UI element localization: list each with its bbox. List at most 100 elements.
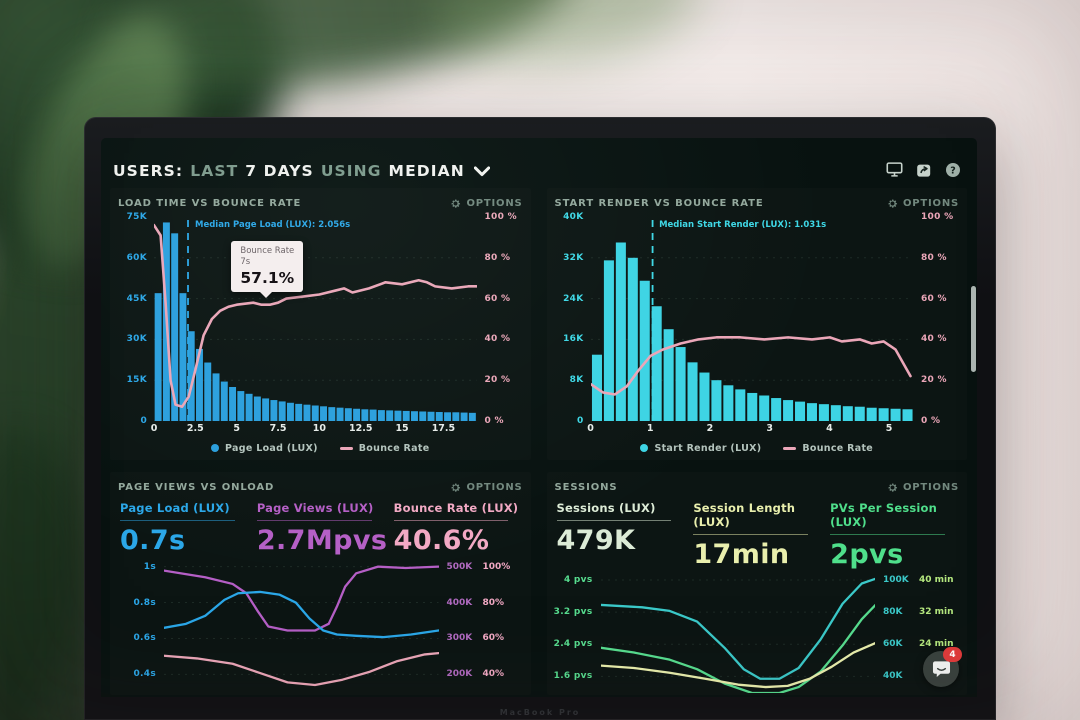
axis-tick-label: 500K 100%: [446, 561, 511, 572]
chart-plot-area[interactable]: [164, 560, 439, 693]
metric-block: Session Length (LUX) 17min: [693, 501, 820, 568]
options-label: OPTIONS: [902, 197, 959, 209]
panel-load-time-vs-bounce-rate: LOAD TIME VS BOUNCE RATE OPTIONS 75K 60K 4…: [110, 188, 531, 460]
axis-tick-label: 0.6s: [133, 633, 156, 644]
axis-tick-label: 7.5: [269, 423, 287, 434]
chart-canvas: [601, 574, 876, 693]
share-icon[interactable]: [915, 161, 932, 178]
legend-item[interactable]: Start Render (LUX): [640, 443, 761, 454]
metrics-row: Sessions (LUX) 479K Session Length (LUX) 17…: [556, 501, 958, 568]
help-icon[interactable]: ?: [944, 161, 961, 178]
axis-tick-label: 16K: [563, 334, 584, 345]
axis-tick-label: 20 %: [921, 375, 947, 386]
toolbar: ?: [886, 161, 961, 178]
axis-tick-label: 45K: [126, 293, 147, 304]
axis-tick-label: 80 %: [921, 252, 947, 263]
axis-tick-label: 80K 32 min: [883, 607, 954, 618]
axis-tick-label: 0: [140, 416, 147, 426]
panel-sessions: SESSIONS OPTIONS Sessions (LUX) 479K Sessi…: [546, 472, 967, 695]
panel-start-render-vs-bounce-rate: START RENDER VS BOUNCE RATE OPTIONS 40K 3…: [546, 188, 967, 460]
y-axis-left: 40K 32K 24K 16K 8K 0: [555, 212, 591, 426]
options-button[interactable]: OPTIONS: [887, 198, 959, 209]
axis-tick-label: 75K: [126, 212, 147, 222]
axis-tick-label: 100K 40 min: [883, 574, 954, 585]
metric-value: 17min: [693, 539, 790, 570]
chat-button[interactable]: 4: [923, 647, 962, 687]
dashboard-screen: USERS: LAST 7 DAYS USING MEDIAN ?: [101, 138, 977, 697]
chart-canvas: [164, 560, 439, 693]
axis-tick-label: 15K: [126, 375, 147, 386]
metric-divider: [556, 520, 672, 521]
axis-tick-label: 5: [233, 423, 240, 434]
legend-dot-marker: [211, 444, 220, 452]
options-label: OPTIONS: [466, 481, 523, 493]
axis-tick-label: 4 pvs: [563, 574, 593, 585]
panel-title: SESSIONS: [554, 481, 618, 493]
axis-tick-label: 60 %: [921, 293, 947, 304]
metric-divider: [693, 534, 809, 535]
axis-tick-label: 1: [646, 423, 654, 434]
gear-icon: [450, 198, 461, 209]
chart-legend: Start Render (LUX) Bounce Rate: [555, 438, 960, 458]
axis-tick-label: 1s: [143, 561, 156, 572]
chart-plot-area[interactable]: Bounce Rate 7s 57.1% Median Page Load (L…: [154, 217, 477, 421]
metric-divider: [393, 520, 509, 521]
metric-value: 0.7s: [120, 525, 186, 556]
chevron-down-icon: [473, 165, 490, 177]
axis-tick-label: 40 %: [921, 334, 947, 345]
gear-icon: [450, 482, 461, 493]
axis-tick-label: 60K: [126, 252, 147, 263]
x-axis: 0 1 2 3 4 5: [587, 423, 914, 438]
legend-item[interactable]: Page Load (LUX): [211, 443, 318, 454]
bezel-label: MacBook Pro: [499, 708, 581, 717]
legend-item[interactable]: Bounce Rate: [783, 443, 873, 454]
metric-label: Page Load (LUX): [120, 501, 230, 515]
metric-label: Session Length (LUX): [693, 501, 796, 529]
axis-tick-label: 100 %: [921, 212, 954, 222]
metric-value: 40.6%: [393, 525, 490, 556]
metric-block: Bounce Rate (LUX) 40.6%: [393, 501, 521, 556]
options-button[interactable]: OPTIONS: [450, 482, 522, 493]
legend-item[interactable]: Bounce Rate: [339, 442, 430, 454]
chart-plot-area[interactable]: Median Start Render (LUX): 1.031s: [591, 217, 914, 421]
metric-divider: [256, 520, 372, 521]
tooltip-value: 57.1%: [240, 268, 295, 287]
axis-tick-label: 0: [587, 423, 594, 434]
median-annotation: Median Page Load (LUX): 2.056s: [195, 220, 351, 230]
axis-tick-label: 60K 24 min: [883, 639, 954, 650]
axis-tick-label: 40 %: [484, 334, 511, 345]
chart-plot-area[interactable]: [601, 574, 876, 693]
metric-value: 479K: [556, 525, 636, 556]
options-button[interactable]: OPTIONS: [450, 198, 522, 209]
dashboard-filter-dropdown[interactable]: USERS: LAST 7 DAYS USING MEDIAN: [113, 162, 490, 180]
axis-tick-label: 4: [826, 423, 833, 434]
median-annotation: Median Start Render (LUX): 1.031s: [659, 220, 827, 230]
axis-tick-label: 30K: [126, 334, 147, 345]
chart-canvas: [154, 217, 477, 421]
metric-label: Sessions (LUX): [556, 501, 656, 515]
axis-tick-label: 2: [706, 423, 714, 434]
tooltip-x-value: 7s: [240, 257, 251, 268]
legend-label: Start Render (LUX): [654, 442, 762, 454]
panel-title: START RENDER VS BOUNCE RATE: [554, 197, 764, 209]
plant-leaf: [424, 0, 706, 74]
axis-tick-label: 80 %: [484, 252, 511, 263]
display-icon[interactable]: [886, 161, 903, 178]
title-part: USERS:: [113, 162, 184, 180]
options-button[interactable]: OPTIONS: [887, 482, 959, 493]
axis-tick-label: 0: [150, 423, 158, 434]
axis-tick-label: 40K: [563, 212, 584, 222]
metric-block: Page Views (LUX) 2.7Mpvs: [256, 501, 388, 556]
options-label: OPTIONS: [902, 481, 959, 493]
top-bar: USERS: LAST 7 DAYS USING MEDIAN ?: [101, 138, 977, 186]
metric-value: 2.7Mpvs: [256, 525, 388, 556]
axis-tick-label: 5: [885, 423, 893, 434]
axis-tick-label: 3.2 pvs: [553, 607, 593, 618]
metric-block: PVs Per Session (LUX) 2pvs: [830, 501, 957, 568]
scrollbar-thumb[interactable]: [971, 286, 976, 372]
legend-label: Page Load (LUX): [225, 442, 318, 454]
legend-label: Bounce Rate: [358, 442, 430, 454]
metric-label: PVs Per Session (LUX): [830, 501, 938, 529]
axis-tick-label: 400K 80%: [446, 597, 505, 608]
